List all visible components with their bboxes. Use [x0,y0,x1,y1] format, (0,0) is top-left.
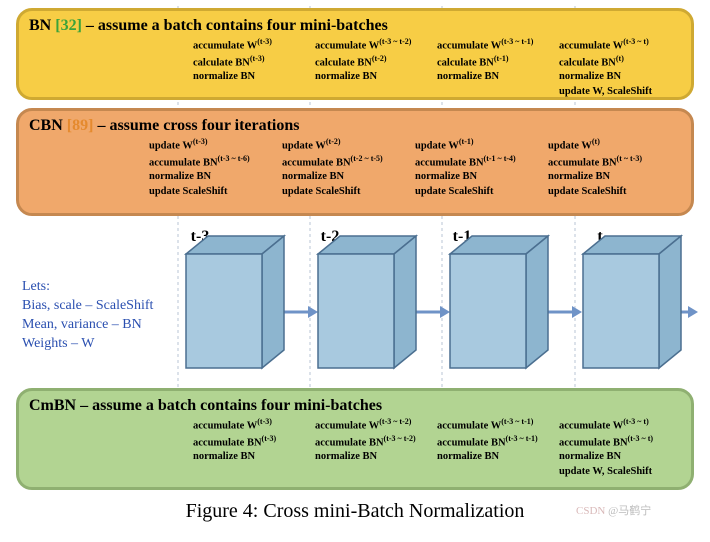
watermark-user: @马鹤宁 [608,505,651,517]
cmbn-op-line: accumulate BN(t-3 ~ t-2) [315,434,433,451]
cmbn-op-line: accumulate BN(t-3 ~ t-1) [437,434,555,451]
caption-text: Figure 4: Cross mini-Batch Normalization [186,500,525,522]
cmbn-op-line: normalize BN [437,450,555,464]
cmbn-op-line: accumulate W(t-3 ~ t) [559,417,677,434]
mini-batch-cube [450,236,548,368]
cmbn-op-line: normalize BN [315,450,433,464]
cmbn-columns: accumulate W(t-3)accumulate BN(t-3)norma… [29,417,681,479]
cmbn-op-line: accumulate BN(t-3) [193,434,311,451]
mini-batch-cube [186,236,284,368]
cmbn-col: accumulate W(t-3)accumulate BN(t-3)norma… [29,417,315,479]
cmbn-box: CmBN – assume a batch contains four mini… [16,388,694,490]
mini-batch-cube [583,236,681,368]
cmbn-col: accumulate W(t-3 ~ t-1)accumulate BN(t-3… [437,417,559,479]
cmbn-op-line: normalize BN [193,450,311,464]
timeline-svg [0,0,710,400]
watermark: CSDN @马鹤宁 [576,502,651,518]
cmbn-op-line: accumulate BN(t-3 ~ t) [559,434,677,451]
cmbn-op-line: accumulate W(t-3 ~ t-1) [437,417,555,434]
mini-batch-cube [318,236,416,368]
cmbn-op-line: update W, ScaleShift [559,465,677,479]
cmbn-op-line: accumulate W(t-3 ~ t-2) [315,417,433,434]
cmbn-col: accumulate W(t-3 ~ t)accumulate BN(t-3 ~… [559,417,681,479]
cmbn-col: accumulate W(t-3 ~ t-2)accumulate BN(t-3… [315,417,437,479]
cmbn-op-line: normalize BN [559,450,677,464]
watermark-csdn: CSDN [576,505,608,517]
cmbn-op-line: accumulate W(t-3) [193,417,311,434]
